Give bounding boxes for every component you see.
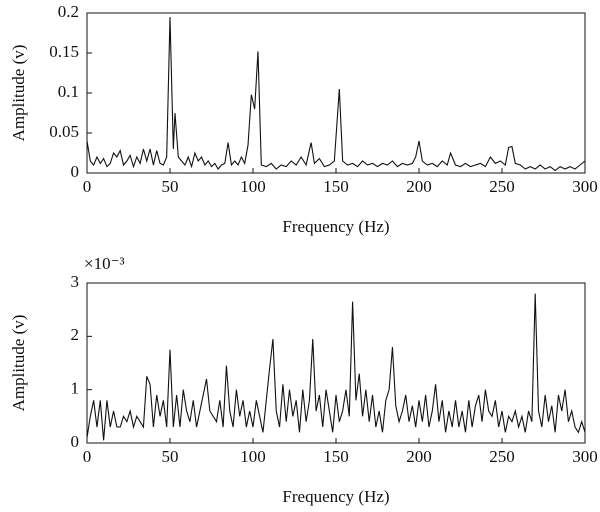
y-axis-label: Amplitude (v) — [9, 45, 28, 142]
y-tick-label: 0.1 — [58, 82, 79, 101]
series-line — [86, 293, 586, 441]
x-axis-label: Frequency (Hz) — [282, 487, 389, 506]
x-tick-label: 100 — [240, 447, 266, 466]
x-tick-label: 100 — [240, 177, 266, 196]
x-tick-label: 300 — [572, 447, 598, 466]
y-tick-label: 0.05 — [49, 122, 79, 141]
x-tick-label: 200 — [406, 177, 432, 196]
y-tick-label: 0.15 — [49, 42, 79, 61]
x-tick-label: 0 — [83, 447, 92, 466]
x-tick-label: 50 — [162, 177, 179, 196]
y-tick-label: 0 — [71, 432, 80, 451]
x-tick-label: 150 — [323, 447, 349, 466]
x-tick-label: 50 — [162, 447, 179, 466]
series-line — [86, 16, 586, 172]
x-tick-label: 0 — [83, 177, 92, 196]
y-multiplier: ×10⁻³ — [84, 254, 125, 273]
y-tick-label: 0 — [71, 162, 80, 181]
x-axis-label: Frequency (Hz) — [282, 217, 389, 236]
plot-frame — [86, 12, 586, 174]
y-axis-label: Amplitude (v) — [9, 315, 28, 412]
y-tick-label: 0.2 — [58, 2, 79, 21]
x-tick-label: 150 — [323, 177, 349, 196]
y-tick-label: 2 — [71, 325, 80, 344]
x-tick-label: 250 — [489, 447, 515, 466]
x-tick-label: 250 — [489, 177, 515, 196]
y-tick-label: 3 — [71, 272, 80, 291]
x-tick-label: 200 — [406, 447, 432, 466]
y-tick-label: 1 — [71, 379, 80, 398]
x-tick-label: 300 — [572, 177, 598, 196]
